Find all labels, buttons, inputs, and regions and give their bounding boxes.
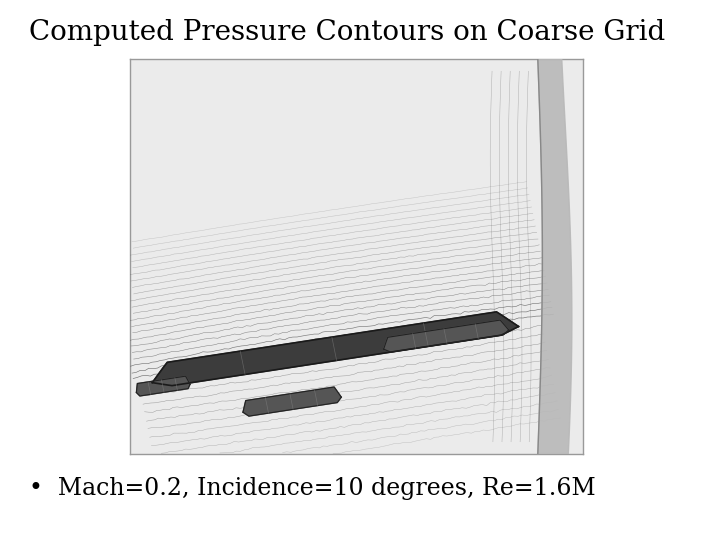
Polygon shape — [538, 59, 572, 454]
Text: Computed Pressure Contours on Coarse Grid: Computed Pressure Contours on Coarse Gri… — [29, 19, 665, 46]
Polygon shape — [136, 376, 190, 396]
Polygon shape — [243, 387, 341, 416]
Text: •  Mach=0.2, Incidence=10 degrees, Re=1.6M: • Mach=0.2, Incidence=10 degrees, Re=1.6… — [29, 477, 595, 500]
Polygon shape — [153, 312, 518, 386]
Polygon shape — [384, 320, 509, 352]
